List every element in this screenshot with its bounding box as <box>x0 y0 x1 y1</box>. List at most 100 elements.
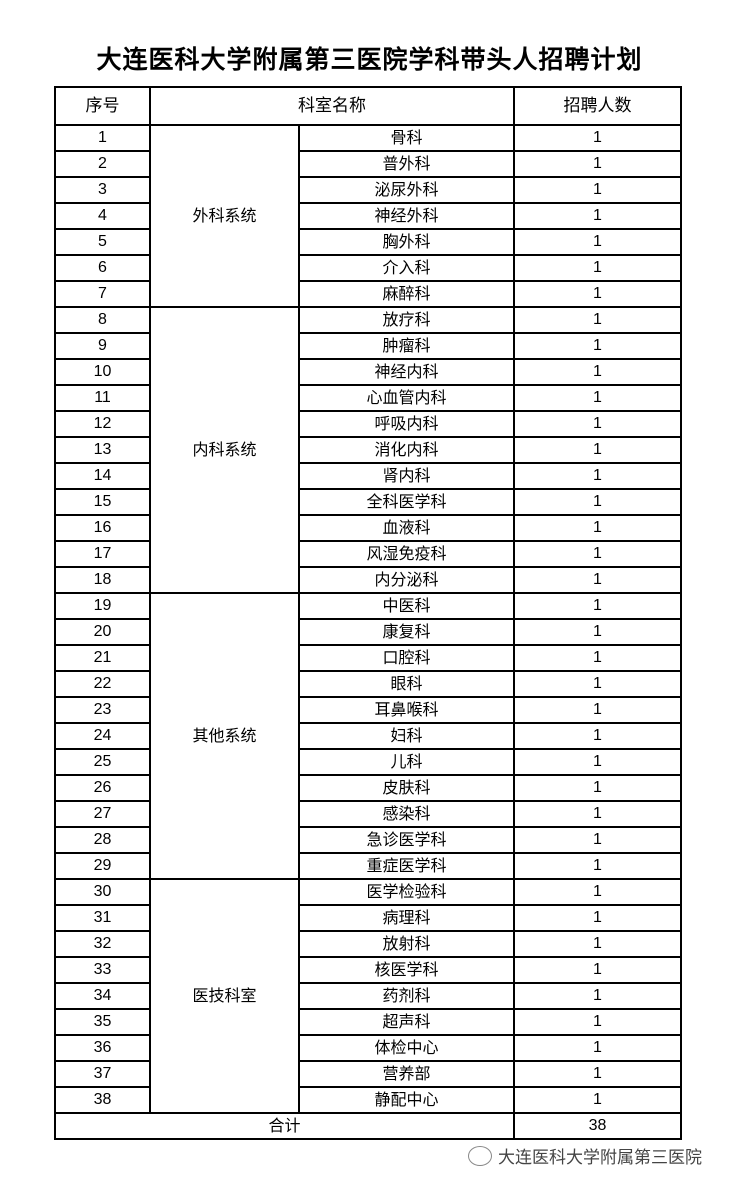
recruit-count: 1 <box>513 488 682 516</box>
row-index: 1 <box>54 124 151 152</box>
recruit-count: 1 <box>513 722 682 750</box>
row-index: 20 <box>54 618 151 646</box>
total-label: 合计 <box>54 1112 515 1140</box>
department-name: 超声科 <box>298 1008 515 1036</box>
department-name: 血液科 <box>298 514 515 542</box>
table-row: 23 耳鼻喉科 1 <box>54 696 682 724</box>
department-name: 放疗科 <box>298 306 515 334</box>
recruit-count: 1 <box>513 774 682 802</box>
group-name: 内科系统 <box>149 306 300 594</box>
row-index: 30 <box>54 878 151 906</box>
recruit-count: 1 <box>513 150 682 178</box>
department-name: 麻醉科 <box>298 280 515 308</box>
table-row: 37 营养部 1 <box>54 1060 682 1088</box>
group-name: 医技科室 <box>149 878 300 1114</box>
department-name: 呼吸内科 <box>298 410 515 438</box>
row-index: 9 <box>54 332 151 360</box>
recruit-count: 1 <box>513 696 682 724</box>
row-index: 15 <box>54 488 151 516</box>
recruit-count: 1 <box>513 306 682 334</box>
wechat-icon <box>468 1145 492 1166</box>
row-index: 19 <box>54 592 151 620</box>
department-name: 静配中心 <box>298 1086 515 1114</box>
header-count: 招聘人数 <box>513 86 682 126</box>
row-index: 23 <box>54 696 151 724</box>
recruit-count: 1 <box>513 462 682 490</box>
recruit-count: 1 <box>513 436 682 464</box>
page-title: 大连医科大学附属第三医院学科带头人招聘计划 <box>96 45 643 74</box>
group-name: 外科系统 <box>149 124 300 308</box>
recruit-count: 1 <box>513 280 682 308</box>
row-index: 34 <box>54 982 151 1010</box>
recruit-count: 1 <box>513 800 682 828</box>
table-row: 14 肾内科 1 <box>54 462 682 490</box>
recruit-count: 1 <box>513 202 682 230</box>
department-name: 眼科 <box>298 670 515 698</box>
table-row: 28 急诊医学科 1 <box>54 826 682 854</box>
row-index: 26 <box>54 774 151 802</box>
recruit-count: 1 <box>513 930 682 958</box>
row-index: 6 <box>54 254 151 282</box>
table-row: 6 介入科 1 <box>54 254 682 282</box>
department-name: 急诊医学科 <box>298 826 515 854</box>
recruit-count: 1 <box>513 384 682 412</box>
row-index: 8 <box>54 306 151 334</box>
department-name: 介入科 <box>298 254 515 282</box>
table-row: 22 眼科 1 <box>54 670 682 698</box>
department-name: 康复科 <box>298 618 515 646</box>
table-row: 30 医技科室 医学检验科 1 <box>54 878 682 1114</box>
recruit-count: 1 <box>513 982 682 1010</box>
department-name: 核医学科 <box>298 956 515 984</box>
row-index: 22 <box>54 670 151 698</box>
recruit-count: 1 <box>513 540 682 568</box>
row-index: 21 <box>54 644 151 672</box>
row-index: 37 <box>54 1060 151 1088</box>
row-index: 12 <box>54 410 151 438</box>
row-index: 28 <box>54 826 151 854</box>
recruit-count: 1 <box>513 878 682 906</box>
table-row: 35 超声科 1 <box>54 1008 682 1036</box>
recruit-count: 1 <box>513 1086 682 1114</box>
department-name: 胸外科 <box>298 228 515 256</box>
department-name: 心血管内科 <box>298 384 515 412</box>
table-row: 12 呼吸内科 1 <box>54 410 682 438</box>
recruit-count: 1 <box>513 618 682 646</box>
row-index: 33 <box>54 956 151 984</box>
row-index: 36 <box>54 1034 151 1062</box>
row-index: 7 <box>54 280 151 308</box>
header-department: 科室名称 <box>149 86 515 126</box>
table-row: 18 内分泌科 1 <box>54 566 682 594</box>
department-name: 肾内科 <box>298 462 515 490</box>
recruitment-table: 序号 科室名称 招聘人数 1 外科系统 骨科 1 2 普外科 1 3 泌尿外科 1 4 神经外科 1 5 胸… <box>54 86 682 1140</box>
row-index: 14 <box>54 462 151 490</box>
watermark: 大连医科大学附属第三医院 <box>468 1143 702 1168</box>
row-index: 24 <box>54 722 151 750</box>
row-index: 3 <box>54 176 151 204</box>
table-row: 9 肿瘤科 1 <box>54 332 682 360</box>
department-name: 耳鼻喉科 <box>298 696 515 724</box>
recruit-count: 1 <box>513 852 682 880</box>
table-row: 5 胸外科 1 <box>54 228 682 256</box>
row-index: 29 <box>54 852 151 880</box>
row-index: 17 <box>54 540 151 568</box>
department-name: 皮肤科 <box>298 774 515 802</box>
recruit-count: 1 <box>513 358 682 386</box>
department-name: 神经外科 <box>298 202 515 230</box>
row-index: 13 <box>54 436 151 464</box>
department-name: 营养部 <box>298 1060 515 1088</box>
table-row: 4 神经外科 1 <box>54 202 682 230</box>
department-name: 病理科 <box>298 904 515 932</box>
row-index: 16 <box>54 514 151 542</box>
recruit-count: 1 <box>513 566 682 594</box>
recruit-count: 1 <box>513 956 682 984</box>
total-value: 38 <box>513 1112 682 1140</box>
table-row: 7 麻醉科 1 <box>54 280 682 308</box>
recruit-count: 1 <box>513 670 682 698</box>
table-row: 21 口腔科 1 <box>54 644 682 672</box>
table-row: 20 康复科 1 <box>54 618 682 646</box>
row-index: 32 <box>54 930 151 958</box>
department-name: 肿瘤科 <box>298 332 515 360</box>
table-row: 26 皮肤科 1 <box>54 774 682 802</box>
table-row: 2 普外科 1 <box>54 150 682 178</box>
recruit-count: 1 <box>513 1008 682 1036</box>
